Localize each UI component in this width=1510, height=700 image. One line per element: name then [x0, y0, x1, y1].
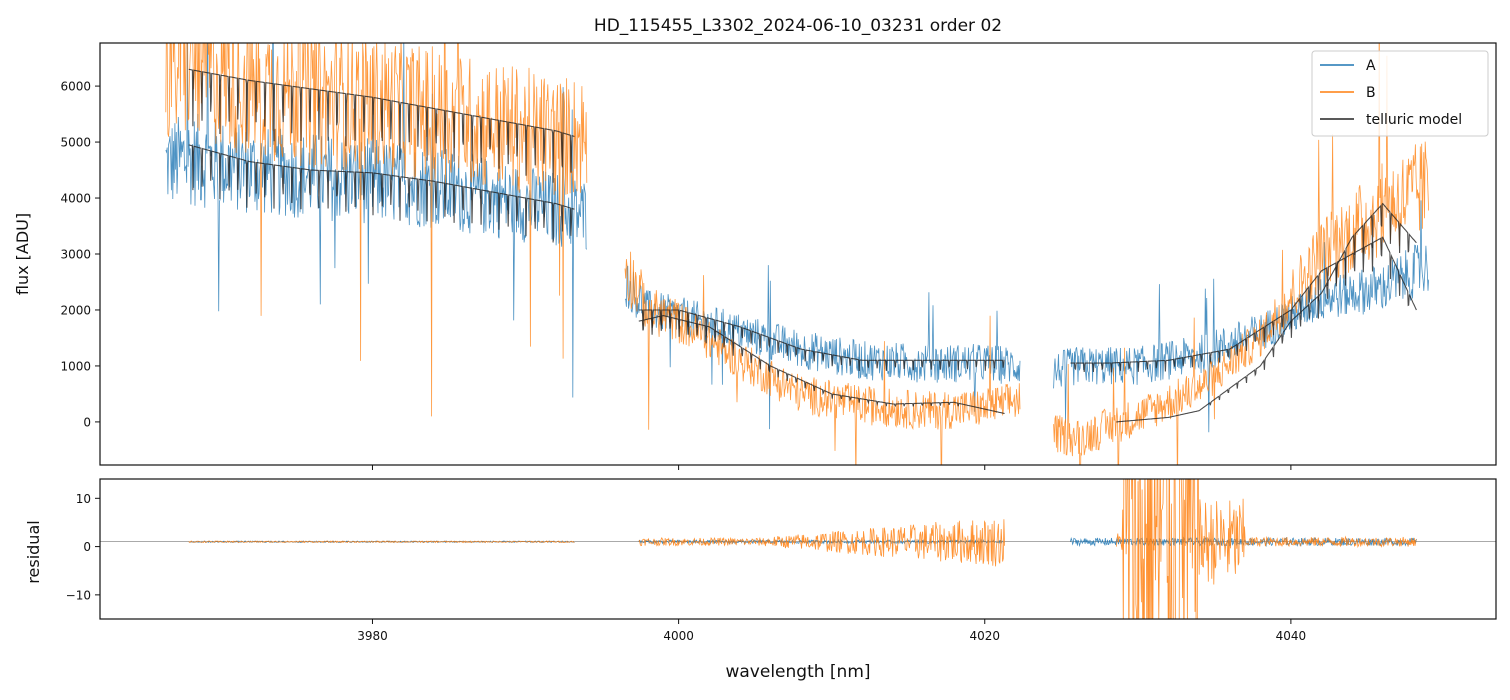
telluric-model-segment-6 [1116, 202, 1417, 423]
flux-y-tick-label: 0 [83, 415, 91, 429]
residual-panel: −10 0 10 3980 4000 4020 4040 residual wavelen… [24, 478, 1497, 682]
residual-b-segment-2 [638, 519, 1005, 567]
flux-y-axis-label: flux [ADU] [13, 213, 32, 295]
flux-y-tick-label: 1000 [60, 359, 91, 373]
flux-y-tick-label: 5000 [60, 136, 91, 150]
residual-panel-frame [99, 478, 1497, 620]
residual-b-segment-1 [188, 540, 575, 544]
spectrum-a-segment-2 [624, 265, 1021, 430]
legend: A B telluric model [1311, 50, 1489, 137]
telluric-model-segment-5 [1070, 236, 1417, 373]
residual-y-axis-label: residual [24, 520, 43, 583]
residual-x-ticks: 3980 4000 4020 4040 [357, 619, 1306, 643]
residual-x-tick-label: 4000 [663, 629, 694, 643]
spectrum-b-segment-3 [1053, 43, 1429, 465]
telluric-model-segment-4 [638, 315, 1005, 415]
residual-y-tick-label: 10 [76, 492, 91, 506]
flux-y-tick-label: 6000 [60, 80, 91, 94]
flux-y-tick-label: 4000 [60, 192, 91, 206]
residual-x-tick-label: 4020 [969, 629, 1000, 643]
flux-y-ticks: 0 1000 2000 3000 4000 5000 6000 [60, 80, 100, 429]
flux-x-ticks [371, 465, 1292, 470]
residual-x-tick-label: 3980 [357, 629, 388, 643]
flux-panel: 0 1000 2000 3000 4000 5000 6000 flux [ADU] A B… [13, 42, 1497, 470]
legend-label-model: telluric model [1366, 112, 1462, 128]
residual-x-tick-label: 4040 [1276, 629, 1307, 643]
legend-frame [1311, 50, 1489, 137]
flux-y-tick-label: 2000 [60, 303, 91, 317]
spectrum-a-segment-3 [1053, 200, 1429, 433]
legend-label-b: B [1366, 85, 1376, 101]
residual-y-tick-label: 0 [83, 540, 91, 554]
x-axis-label: wavelength [nm] [725, 662, 870, 682]
residual-y-ticks: −10 0 10 [66, 492, 100, 602]
telluric-model-segment-1 [188, 68, 575, 183]
residual-data [100, 479, 1496, 619]
flux-data [165, 43, 1429, 465]
residual-b-segment-3 [1116, 479, 1417, 619]
residual-y-tick-label: −10 [66, 588, 91, 602]
spectrum-b-segment-1 [165, 43, 588, 417]
flux-y-tick-label: 3000 [60, 248, 91, 262]
telluric-model-segment-2 [188, 144, 575, 243]
spectrum-b-segment-2 [624, 251, 1021, 465]
telluric-model-segment-3 [638, 309, 1005, 372]
legend-label-a: A [1366, 58, 1376, 74]
chart-title: HD_115455_L3302_2024-06-10_03231 order 0… [594, 16, 1002, 36]
